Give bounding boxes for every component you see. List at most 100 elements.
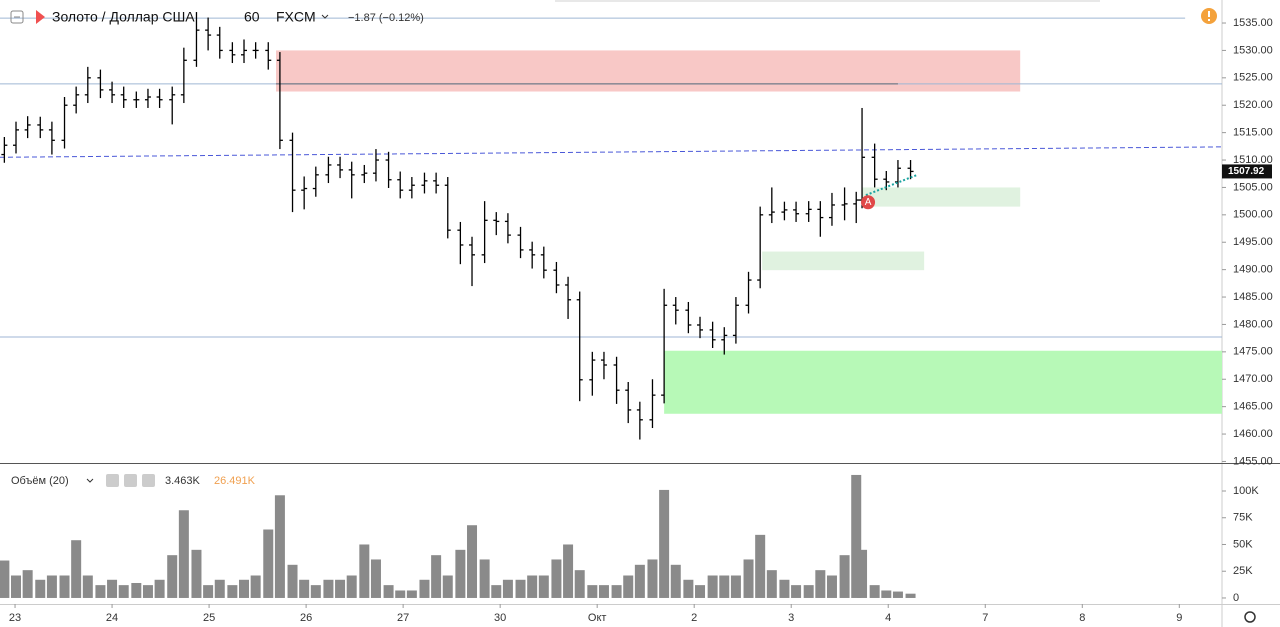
x-tick-label: 7 — [982, 612, 988, 624]
zone — [862, 187, 1021, 207]
volume-bar — [766, 570, 777, 598]
change: −1.87 (−0.12%) — [348, 12, 424, 24]
alert-dot — [1208, 19, 1210, 21]
volume-bar — [263, 529, 274, 598]
toolbar-edge — [555, 0, 1100, 2]
y-tick-label: 50K — [1233, 538, 1253, 550]
collapse-button[interactable] — [10, 10, 24, 24]
zone — [762, 251, 925, 271]
volume-bar — [892, 591, 903, 598]
dropdown[interactable] — [321, 14, 329, 19]
volume-bar — [869, 585, 880, 598]
symbol[interactable]: Золото / Доллар США — [52, 9, 195, 25]
volume-bar — [59, 575, 70, 598]
volume-bar — [274, 495, 285, 598]
volume-bar — [623, 575, 634, 598]
volume-bar — [22, 570, 33, 598]
volume-bar — [695, 585, 706, 598]
volume-bar — [611, 585, 622, 598]
y-tick-label: 1490.00 — [1233, 264, 1273, 276]
volume-bar — [455, 549, 466, 598]
x-tick-label: 25 — [203, 612, 215, 624]
volume-bar — [299, 579, 310, 598]
zone — [276, 50, 1021, 92]
alert-mark — [1208, 11, 1210, 17]
volume-bar — [82, 575, 93, 598]
volume-bar — [95, 585, 106, 598]
volume-bar — [719, 575, 730, 598]
volume-bar — [755, 534, 766, 598]
dropdown[interactable] — [86, 478, 94, 483]
volume-bar — [383, 585, 394, 598]
volume-bar — [0, 560, 10, 598]
eye-button[interactable] — [106, 474, 119, 487]
volume-bar — [239, 579, 250, 598]
volume-bar — [359, 544, 370, 598]
volume-bar — [683, 579, 694, 598]
volume-bar — [598, 585, 609, 598]
volume-bar — [46, 575, 57, 598]
price-badge — [1222, 164, 1272, 179]
volume-bar — [743, 559, 754, 598]
volume-bar — [370, 559, 381, 598]
remove-button[interactable] — [142, 474, 155, 487]
volume-bar — [167, 555, 178, 598]
volume-bar — [431, 555, 442, 598]
y-tick-label: 1500.00 — [1233, 209, 1273, 221]
volume-bar — [191, 549, 202, 598]
zone — [664, 350, 1222, 414]
y-tick-label: 100K — [1233, 485, 1259, 497]
y-tick-label: 1480.00 — [1233, 318, 1273, 330]
y-tick-label: 1520.00 — [1233, 99, 1273, 111]
volume-bar — [791, 585, 802, 598]
y-tick-label: 1485.00 — [1233, 291, 1273, 303]
volume-bar — [881, 590, 892, 598]
y-tick-label: 1535.00 — [1233, 17, 1273, 29]
volume-bar — [35, 579, 46, 598]
y-tick-label: 1495.00 — [1233, 236, 1273, 248]
y-tick-label: 1455.00 — [1233, 455, 1273, 467]
volume-bar — [178, 510, 189, 598]
y-tick-label: 1530.00 — [1233, 44, 1273, 56]
marker — [861, 195, 876, 210]
x-tick-label: 2 — [691, 612, 697, 624]
volume-bar — [587, 585, 598, 598]
settings-gear[interactable] — [1244, 611, 1256, 623]
x-tick-label: 30 — [494, 612, 506, 624]
volume-bar — [203, 585, 214, 598]
volume-bar — [815, 570, 826, 598]
volume-bar — [442, 575, 453, 598]
volume-bar — [905, 593, 916, 598]
volume-bar — [647, 559, 658, 598]
volume-bar — [634, 564, 645, 598]
volume-bar — [839, 555, 850, 598]
y-tick-label: 75K — [1233, 512, 1253, 524]
volume-bar — [287, 564, 298, 598]
x-tick-label: 27 — [397, 612, 409, 624]
volume-value: 3.463K — [165, 475, 201, 487]
settings-button[interactable] — [124, 474, 137, 487]
volume-bar — [826, 575, 837, 598]
volume-bar — [154, 579, 165, 598]
volume-bar — [71, 540, 82, 598]
volume-bar — [527, 575, 538, 598]
arrow — [865, 173, 918, 197]
volume-bar — [730, 575, 741, 598]
x-tick-label: 26 — [300, 612, 312, 624]
volume-bar — [310, 585, 321, 598]
price-badge-label: 1507.92 — [1228, 166, 1265, 177]
volume-bar — [857, 549, 868, 598]
volume-bar — [335, 579, 346, 598]
volume-bar — [395, 590, 406, 598]
y-tick-label: 25K — [1233, 565, 1253, 577]
y-tick-label: 1505.00 — [1233, 181, 1273, 193]
volume-bar — [323, 579, 334, 598]
volume-bar — [659, 489, 670, 598]
x-tick-label: 23 — [9, 612, 21, 624]
source: FXCM — [276, 9, 316, 25]
x-tick-label: 3 — [788, 612, 794, 624]
x-tick-label: 8 — [1079, 612, 1085, 624]
volume-bar — [491, 585, 502, 598]
volume-bar — [538, 575, 549, 598]
